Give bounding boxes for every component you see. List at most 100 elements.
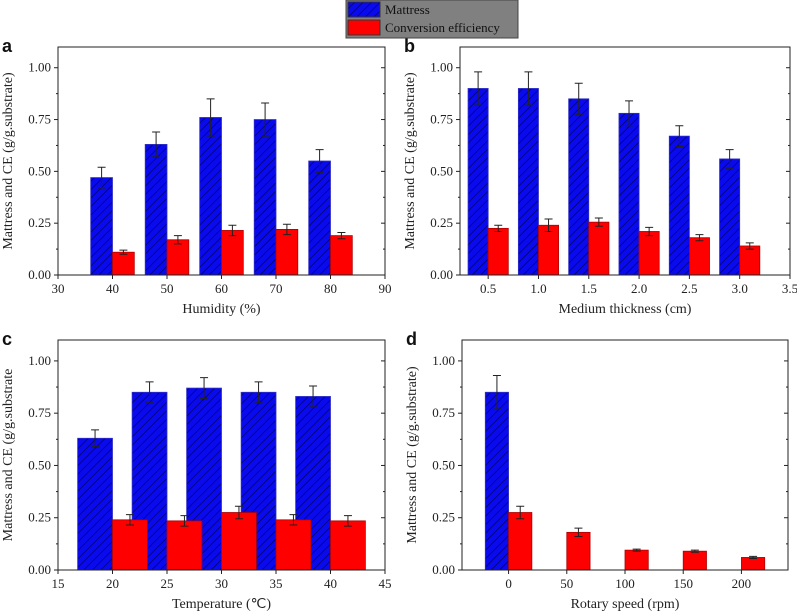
- bar-mattress: [144, 144, 168, 276]
- bar-conversion-efficiency: [166, 239, 190, 276]
- error-bar: [516, 505, 525, 520]
- x-tick-label: 2.5: [681, 281, 697, 296]
- bar-mattress: [484, 391, 509, 571]
- error-bar: [234, 505, 243, 520]
- error-bar: [91, 429, 100, 448]
- bar-mattress: [668, 135, 690, 276]
- error-bar: [97, 166, 106, 189]
- bar-conversion-efficiency: [221, 230, 244, 276]
- legend: Mattress Conversion efficiency: [345, 0, 519, 39]
- x-tick-label: 50: [560, 576, 573, 591]
- x-tick-label: 30: [52, 281, 65, 296]
- bar-conversion-efficiency: [112, 251, 135, 276]
- x-tick-label: 35: [270, 576, 283, 591]
- error-bar: [261, 102, 270, 137]
- legend-swatch-mattress: [347, 1, 381, 18]
- error-bar: [474, 71, 483, 106]
- error-bar: [574, 82, 583, 115]
- y-tick-label: 0.75: [28, 112, 51, 127]
- error-bar: [282, 223, 291, 236]
- x-tick-label: 0.5: [480, 281, 496, 296]
- panel-letter: c: [2, 329, 12, 349]
- x-tick-label: 3.0: [732, 281, 748, 296]
- bar-conversion-efficiency: [487, 227, 509, 276]
- y-tick-label: 0.00: [430, 267, 453, 282]
- error-bar: [749, 555, 758, 559]
- y-axis-label: Mattress and CE (g/g.substrate): [405, 366, 420, 544]
- bar-mattress: [253, 119, 277, 276]
- bar-conversion-efficiency: [330, 235, 353, 276]
- error-bar: [289, 514, 298, 526]
- x-tick-label: 2.0: [631, 281, 647, 296]
- x-axis-label: Rotary speed (rpm): [571, 597, 680, 612]
- error-bar: [145, 381, 154, 404]
- bar-mattress: [77, 437, 113, 571]
- y-tick-label: 0.50: [28, 457, 51, 472]
- bar-conversion-efficiency: [330, 520, 366, 571]
- bar-conversion-efficiency: [688, 237, 710, 276]
- x-tick-label: 20: [106, 576, 119, 591]
- x-tick-label: 15: [52, 576, 65, 591]
- legend-swatch-ce: [347, 19, 381, 36]
- bar-conversion-efficiency: [682, 550, 707, 571]
- bar-conversion-efficiency: [112, 519, 148, 571]
- bar-conversion-efficiency: [221, 512, 257, 571]
- y-tick-label: 0.50: [430, 163, 453, 178]
- x-axis-label: Humidity (%): [182, 302, 260, 317]
- bar-conversion-efficiency: [638, 231, 660, 276]
- y-tick-label: 0.00: [28, 267, 51, 282]
- bar-mattress: [308, 160, 331, 276]
- panel-c: 0.00 0.25 0.50 0.75 1.00 15 20 25 30 35 40 45 Temper…: [1, 329, 392, 612]
- bar-conversion-efficiency: [741, 557, 766, 571]
- error-bar: [337, 232, 346, 240]
- y-axis-label: Mattress and CE (g/g.substrate): [403, 72, 418, 250]
- y-tick-label: 1.00: [28, 353, 51, 368]
- y-tick-label: 0.25: [28, 510, 51, 525]
- y-tick-label: 0.25: [432, 510, 455, 525]
- y-tick-label: 1.00: [430, 60, 453, 75]
- bar-mattress: [467, 88, 489, 276]
- y-tick-label: 0.25: [430, 215, 453, 230]
- plot-frame: [459, 46, 791, 276]
- bar-conversion-efficiency: [739, 245, 761, 276]
- bar-mattress: [517, 88, 539, 276]
- y-tick-label: 0.00: [432, 562, 455, 577]
- x-tick-label: 3.5: [782, 281, 797, 296]
- error-bar: [524, 71, 533, 106]
- error-bar: [173, 235, 182, 245]
- y-tick-label: 0.75: [28, 405, 51, 420]
- bar-conversion-efficiency: [275, 228, 299, 276]
- bar-conversion-efficiency: [508, 512, 533, 571]
- error-bar: [119, 249, 128, 255]
- x-tick-label: 30: [215, 576, 228, 591]
- y-axis-label: Mattress and CE (g/g.substrate): [1, 72, 16, 250]
- y-tick-label: 0.50: [28, 163, 51, 178]
- error-bar: [745, 242, 754, 250]
- y-tick-label: 0.50: [432, 457, 455, 472]
- bar-conversion-efficiency: [566, 531, 591, 571]
- y-tick-label: 0.75: [430, 112, 453, 127]
- x-tick-label: 1.0: [530, 281, 546, 296]
- error-bar: [152, 131, 161, 158]
- error-bar: [695, 234, 704, 242]
- error-bar: [574, 527, 583, 538]
- bar-mattress: [199, 117, 222, 276]
- panel-d: 0.00 0.25 0.50 0.75 1.00 0 50 100 150 200 Rotary s…: [405, 329, 789, 612]
- legend-label-ce: Conversion efficiency: [385, 20, 500, 35]
- bar-mattress: [90, 177, 113, 276]
- error-bar: [309, 385, 318, 408]
- panel-letter: b: [404, 36, 415, 56]
- y-tick-label: 0.25: [28, 215, 51, 230]
- error-bar: [594, 217, 603, 227]
- error-bar: [494, 224, 503, 232]
- panel-a: 0.00 0.25 0.50 0.75 1.00 30 40 50 60 70 80 90 Humidi…: [1, 36, 392, 317]
- bar-conversion-efficiency: [538, 224, 559, 276]
- error-bar: [725, 149, 734, 169]
- error-bar: [254, 381, 263, 404]
- error-bar: [544, 218, 553, 232]
- x-tick-label: 80: [324, 281, 337, 296]
- x-tick-label: 1.5: [581, 281, 597, 296]
- x-tick-label: 40: [106, 281, 119, 296]
- y-tick-label: 0.00: [28, 562, 51, 577]
- error-bar: [228, 224, 237, 237]
